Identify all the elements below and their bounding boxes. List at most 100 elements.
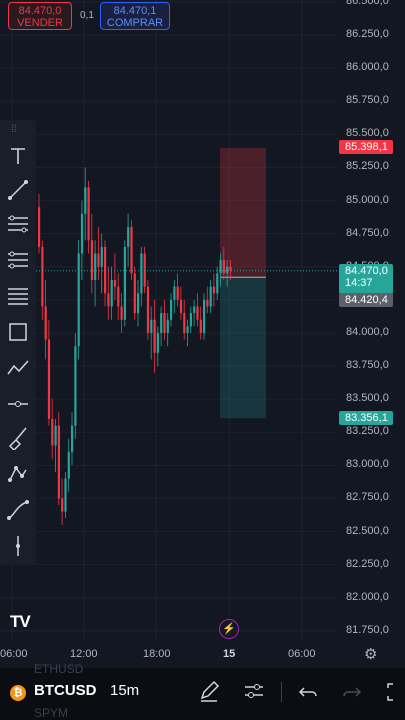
candle-body (229, 266, 232, 271)
candle-body (176, 286, 179, 300)
pitchfork-icon[interactable] (6, 248, 30, 272)
settings-sliders-icon[interactable] (243, 680, 265, 707)
candle-body (203, 299, 206, 333)
toolbar-grip-icon[interactable]: ⁞⁞ (11, 124, 17, 135)
divider (281, 682, 282, 702)
gear-icon[interactable]: ⚙ (364, 646, 378, 663)
candle-body (90, 240, 93, 280)
candle-body (94, 253, 97, 280)
candle-body (67, 452, 70, 479)
price-label: 84.000,0 (346, 325, 389, 338)
time-axis[interactable]: 06:00 12:00 18:00 15 06:00 ⚙ (0, 640, 405, 668)
candle-body (61, 498, 64, 512)
candle-body (107, 293, 110, 307)
price-axis[interactable]: 86.500,0 86.250,0 86.000,0 85.750,0 85.500,0… (338, 0, 405, 640)
candle-body (57, 425, 60, 499)
target-zone (220, 277, 266, 419)
brush-icon[interactable] (6, 426, 30, 452)
candle-body (87, 187, 90, 241)
spread-value: 0,1 (80, 10, 94, 21)
sell-label: VENDER (17, 17, 63, 29)
bitcoin-icon: ₿ (10, 685, 26, 701)
stop-zone (220, 147, 266, 278)
price-label: 84.750,0 (346, 226, 389, 239)
candle-body (166, 319, 169, 333)
candles (38, 167, 232, 525)
candle-body (123, 246, 126, 320)
price-label: 82.750,0 (346, 491, 389, 504)
candle-body (110, 279, 113, 307)
candle-body (120, 306, 123, 320)
candle-body (206, 299, 209, 307)
candle-body (186, 326, 189, 333)
text-icon[interactable] (6, 144, 30, 168)
fullscreen-icon[interactable] (386, 682, 405, 707)
price-label: 85.250,0 (346, 160, 389, 173)
candle-body (117, 286, 120, 307)
candle-body (64, 478, 67, 512)
time-label: 18:00 (143, 648, 171, 660)
candle-body (113, 279, 117, 287)
drawing-toolbar: ⁞⁞ (0, 120, 36, 565)
lightning-icon[interactable]: ⚡ (219, 619, 239, 639)
candle-body (150, 319, 153, 333)
candle-body (163, 313, 166, 333)
candle-body (71, 425, 74, 453)
fib-icon[interactable] (6, 212, 30, 236)
horizontal-lines-icon[interactable] (6, 284, 30, 308)
price-label: 82.250,0 (346, 557, 389, 570)
candle-body (97, 253, 100, 267)
candle-body (193, 306, 196, 314)
symbol-selector[interactable]: BTCUSD (34, 682, 97, 699)
candle-body (140, 253, 143, 294)
price-label: 83.750,0 (346, 359, 389, 372)
candle-body (100, 246, 103, 267)
candle-body (170, 299, 173, 320)
candle-body (160, 313, 163, 333)
take-profit-price-tag: 83.356,1 (339, 411, 393, 425)
candle-body (183, 313, 186, 333)
ruler-icon[interactable] (6, 392, 30, 416)
candle-body (143, 253, 146, 287)
time-label: 06:00 (0, 648, 28, 660)
candle-body (226, 266, 229, 274)
candle-body (74, 346, 77, 426)
candle-body (130, 227, 133, 274)
sell-button[interactable]: 84.470,0 VENDER (8, 2, 72, 30)
measure-icon[interactable] (6, 534, 30, 558)
entry-price-tag: 84.420,4 (339, 293, 393, 307)
trend-line-icon[interactable] (6, 178, 30, 202)
pencil-icon[interactable] (198, 680, 220, 707)
candle-body (38, 207, 41, 247)
price-label: 82.000,0 (346, 590, 389, 603)
pattern-icon[interactable] (6, 462, 30, 486)
time-label: 06:00 (288, 648, 316, 660)
short-position-tool (220, 147, 266, 419)
candle-body (196, 306, 199, 320)
candle-body (104, 246, 107, 294)
price-label: 83.250,0 (346, 425, 389, 438)
price-label: 85.750,0 (346, 94, 389, 107)
sell-price: 84.470,0 (18, 5, 62, 17)
candle-body (80, 213, 84, 254)
redo-icon[interactable] (342, 682, 362, 707)
undo-icon[interactable] (298, 682, 318, 707)
price-chart[interactable] (0, 0, 338, 640)
curve-icon[interactable] (6, 498, 30, 522)
buy-label: COMPRAR (106, 17, 164, 29)
path-icon[interactable] (6, 356, 30, 380)
bottom-toolbar: ETHUSD SPYM ₿ BTCUSD 15m (0, 662, 405, 720)
candle-body (77, 253, 80, 347)
candle-body (173, 286, 176, 300)
candle-body (47, 339, 51, 419)
interval-selector[interactable]: 15m (110, 682, 140, 699)
rectangle-icon[interactable] (6, 320, 30, 344)
candle-body (41, 246, 44, 307)
candle-body (84, 187, 87, 214)
candle-body (199, 319, 202, 333)
buy-price: 84.470,1 (113, 5, 157, 17)
candle-body (153, 319, 156, 353)
ghost-symbol: SPYM (34, 706, 69, 720)
buy-button[interactable]: 84.470,1 COMPRAR (100, 2, 170, 30)
last-price-value: 84.470,0 (345, 265, 388, 277)
